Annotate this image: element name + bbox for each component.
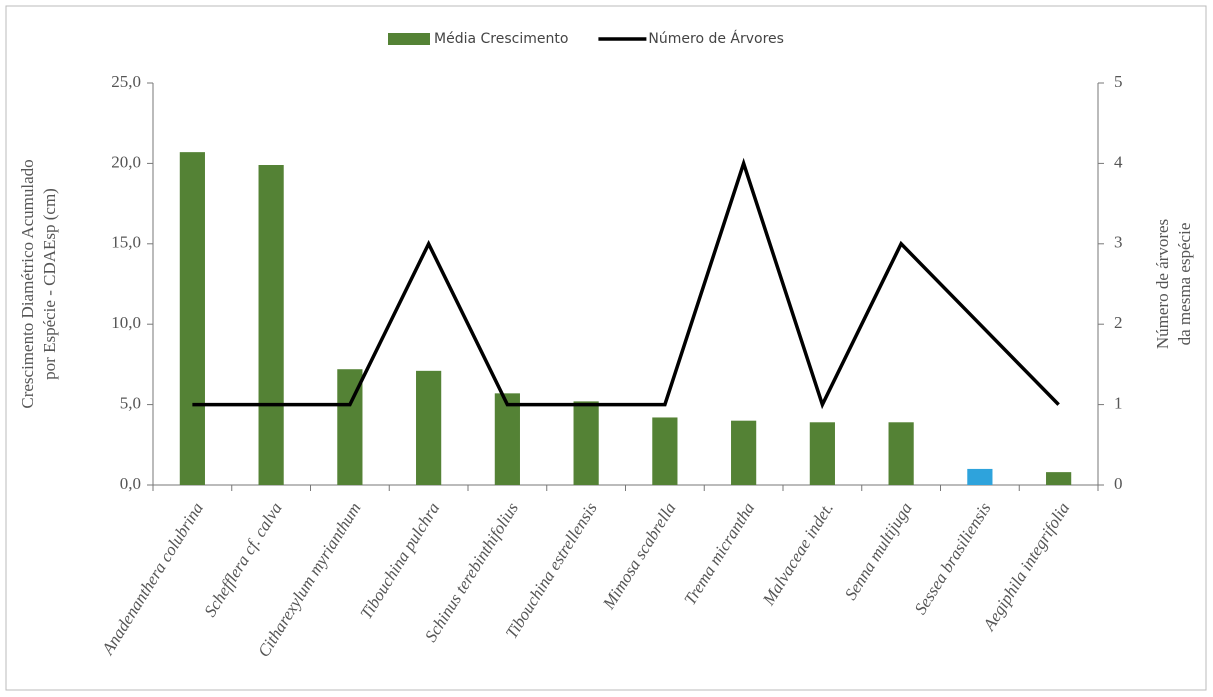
bar <box>652 417 678 485</box>
y-tick-label: 0,0 <box>120 474 141 493</box>
legend-swatch <box>388 33 430 45</box>
y-tick-label: 15,0 <box>111 233 141 252</box>
y-tick-label: 5,0 <box>120 394 141 413</box>
bar <box>573 401 599 485</box>
x-tick-label: Mimosa scabrella <box>598 499 679 613</box>
y2-axis-title: Número de árvores da mesma espécie <box>1153 219 1194 349</box>
bar <box>258 165 284 485</box>
y2-tick-label: 1 <box>1114 394 1123 413</box>
y-axis-title: Crescimento Diamétrico Acumulado por Espé… <box>18 159 59 408</box>
legend-label: Número de Árvores <box>648 30 784 47</box>
bar <box>179 152 205 486</box>
y2-tick-label: 3 <box>1114 233 1123 252</box>
y2-tick-label: 2 <box>1114 313 1123 332</box>
y2-tick-label: 4 <box>1114 152 1123 171</box>
y-tick-label: 25,0 <box>111 72 141 91</box>
bar <box>731 420 757 485</box>
y-tick-label: 20,0 <box>111 152 141 171</box>
bar <box>494 393 520 485</box>
y2-axis-title-line: Número de árvores <box>1153 219 1172 349</box>
x-tick-label: Schefflera cf. calva <box>200 499 285 620</box>
bar <box>416 370 442 485</box>
bar <box>888 422 914 485</box>
y-tick-label: 10,0 <box>111 313 141 332</box>
y-axis-title-line: Crescimento Diamétrico Acumulado <box>18 159 37 408</box>
y2-tick-label: 0 <box>1114 474 1123 493</box>
x-tick-label: Trema micrantha <box>680 499 758 608</box>
x-tick-label: Tibouchina estrellensis <box>502 499 601 642</box>
y2-axis-title-line: da mesma espécie <box>1175 223 1194 346</box>
bar <box>967 468 993 485</box>
y-axis-title-line: por Espécie - CDAEsp (cm) <box>40 188 59 380</box>
x-tick-label: Tibouchina pulchra <box>356 499 443 622</box>
chart-frame <box>5 5 1207 691</box>
legend-label: Média Crescimento <box>434 31 568 47</box>
bar <box>809 422 835 485</box>
x-tick-label: Senna multijuga <box>841 499 916 603</box>
x-tick-label: Aegiphila integrifolia <box>979 499 1073 634</box>
y2-tick-label: 5 <box>1114 72 1123 91</box>
line <box>192 157 1060 410</box>
bar <box>1046 472 1072 485</box>
x-tick-label: Anadenanthera colubrina <box>98 499 207 658</box>
x-tick-label: Sessea brasiliensis <box>911 499 995 618</box>
x-tick-label: Malvaceae indet. <box>758 499 837 609</box>
